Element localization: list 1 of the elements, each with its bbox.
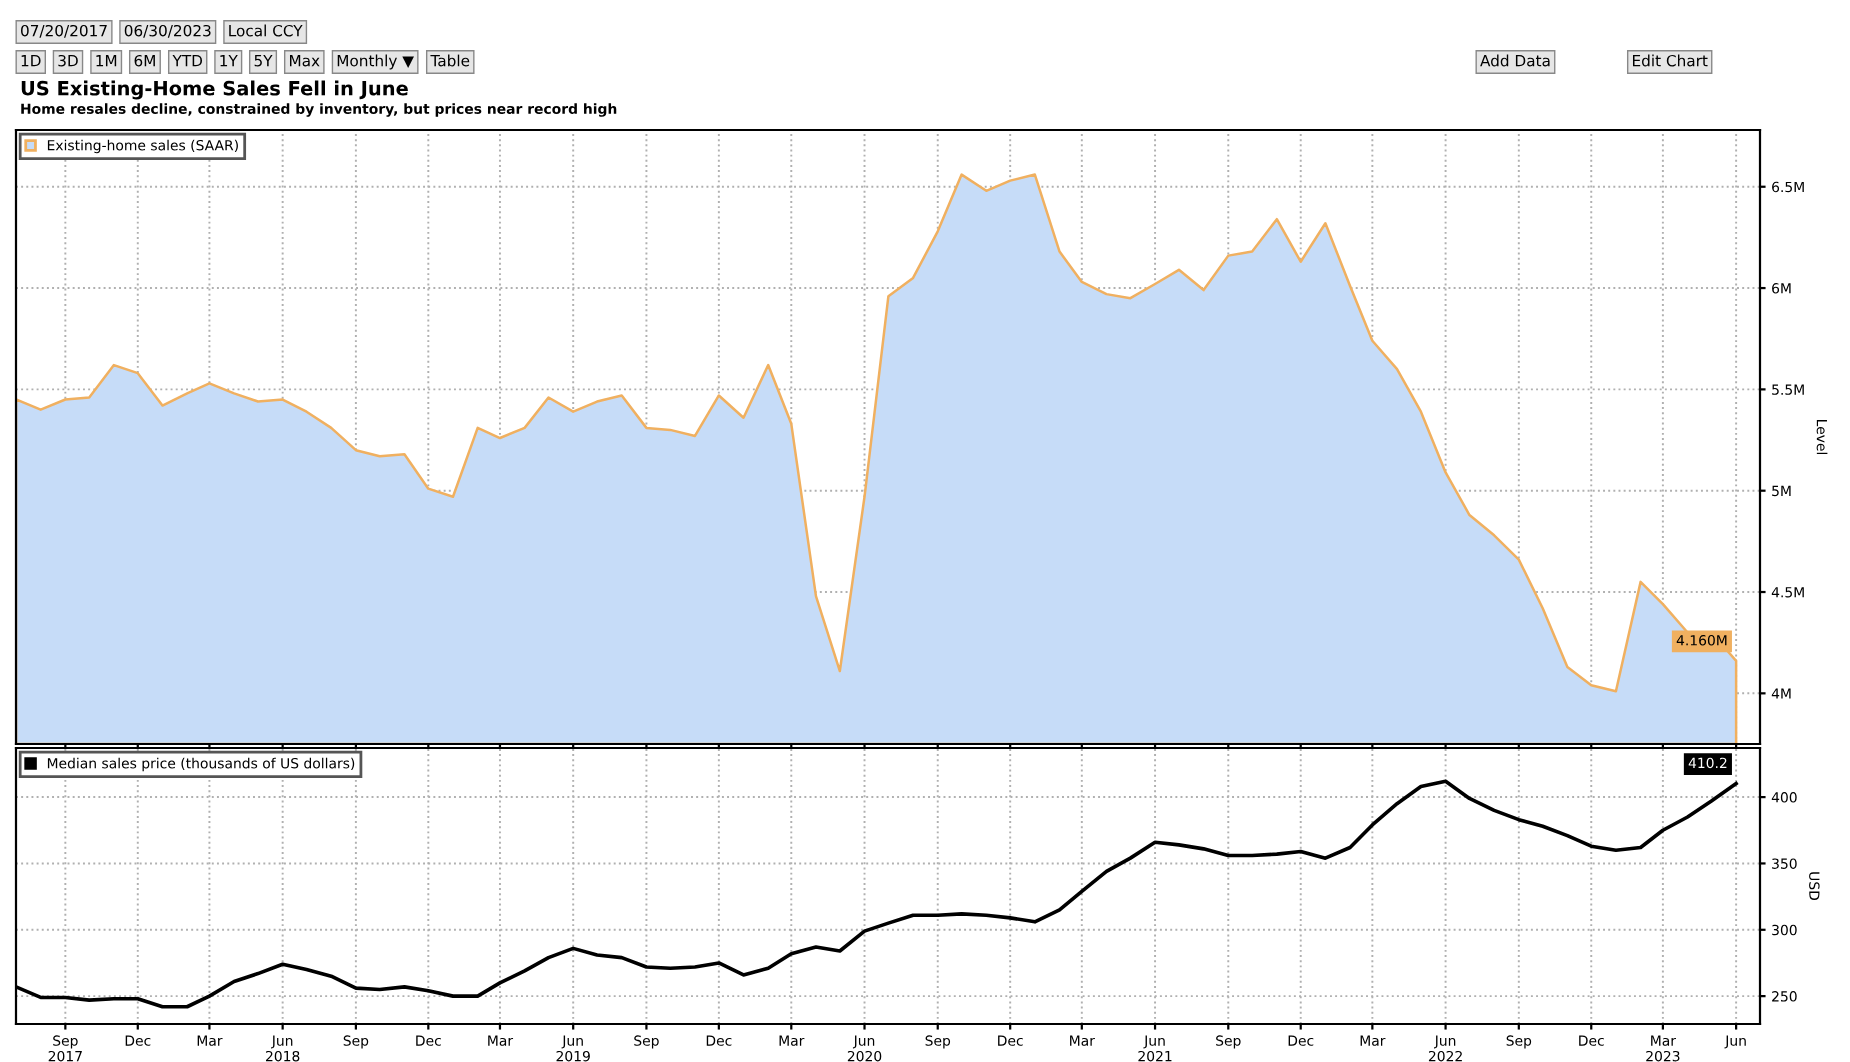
chart-title: US Existing-Home Sales Fell in June <box>21 80 408 100</box>
